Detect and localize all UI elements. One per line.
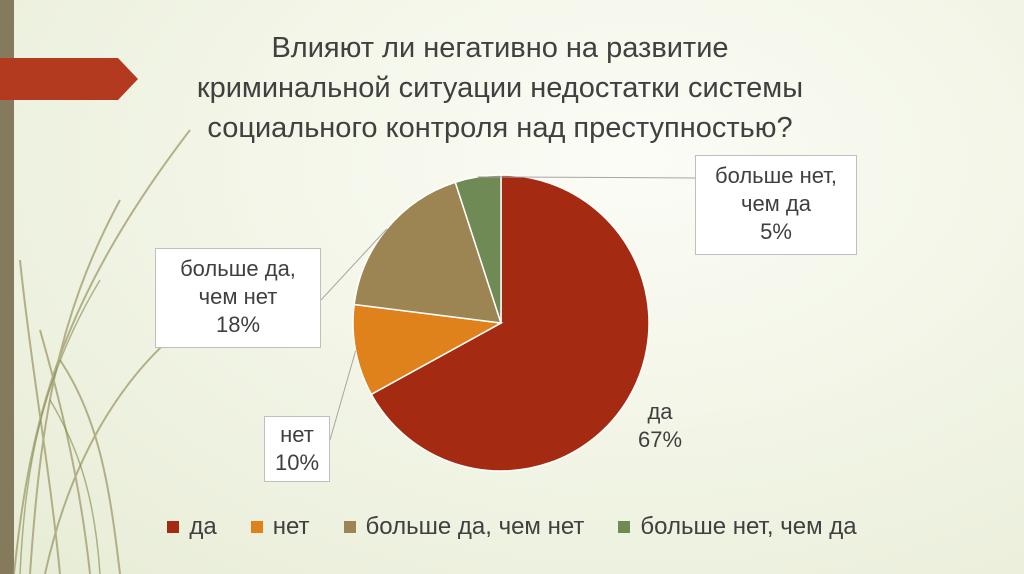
label-more-yes-line2: чем нет — [198, 284, 278, 309]
leader-line-net — [329, 350, 357, 441]
label-more-no: больше нет, чем да 5% — [695, 155, 857, 255]
label-more-yes-value: 18% — [215, 312, 261, 337]
label-net: нет 10% — [264, 416, 330, 482]
chart-legend: да нет больше да, чем нет больше нет, че… — [0, 513, 1024, 541]
leader-line-more-yes — [320, 228, 388, 301]
decorative-grass-lines — [13, 129, 191, 574]
legend-swatch-more-no — [618, 521, 631, 533]
legend-item-more-no: больше нет, чем да — [618, 513, 857, 541]
label-more-yes-line1: больше да, — [180, 256, 296, 281]
label-more-yes: больше да, чем нет 18% — [155, 248, 321, 348]
legend-label-net: нет — [272, 513, 310, 540]
legend-label-more-yes: больше да, чем нет — [365, 513, 585, 540]
pie-slice-da — [370, 174, 650, 472]
title-line-3: социального контроля над преступностью? — [207, 112, 793, 144]
label-more-no-line2: чем да — [740, 191, 811, 216]
title-line-1: Влияют ли негативно на развитие — [271, 32, 729, 64]
label-da-value: 67% — [637, 427, 683, 452]
legend-swatch-more-yes — [343, 521, 356, 533]
chart-title: Влияют ли негативно на развитие криминал… — [150, 28, 850, 148]
legend-item-net: нет — [250, 513, 310, 541]
label-net-line1: нет — [280, 422, 314, 447]
label-net-value: 10% — [274, 450, 320, 475]
legend-swatch-da — [167, 521, 180, 533]
pie-slice-more-yes — [353, 181, 503, 324]
label-da: да 67% — [628, 398, 692, 454]
label-da-line1: да — [647, 399, 673, 424]
label-more-no-value: 5% — [760, 219, 792, 244]
label-more-no-line1: больше нет, — [714, 163, 838, 188]
legend-label-more-no: больше нет, чем да — [640, 513, 857, 540]
title-line-2: криминальной ситуации недостатки системы — [196, 72, 804, 104]
legend-swatch-net — [250, 521, 263, 533]
legend-label-da: да — [189, 513, 217, 540]
title-accent-arrow — [0, 58, 138, 100]
legend-item-da: да — [167, 513, 217, 541]
legend-item-more-yes: больше да, чем нет — [343, 513, 585, 541]
leader-line-more-no — [477, 176, 696, 179]
left-accent-bar — [0, 0, 14, 574]
